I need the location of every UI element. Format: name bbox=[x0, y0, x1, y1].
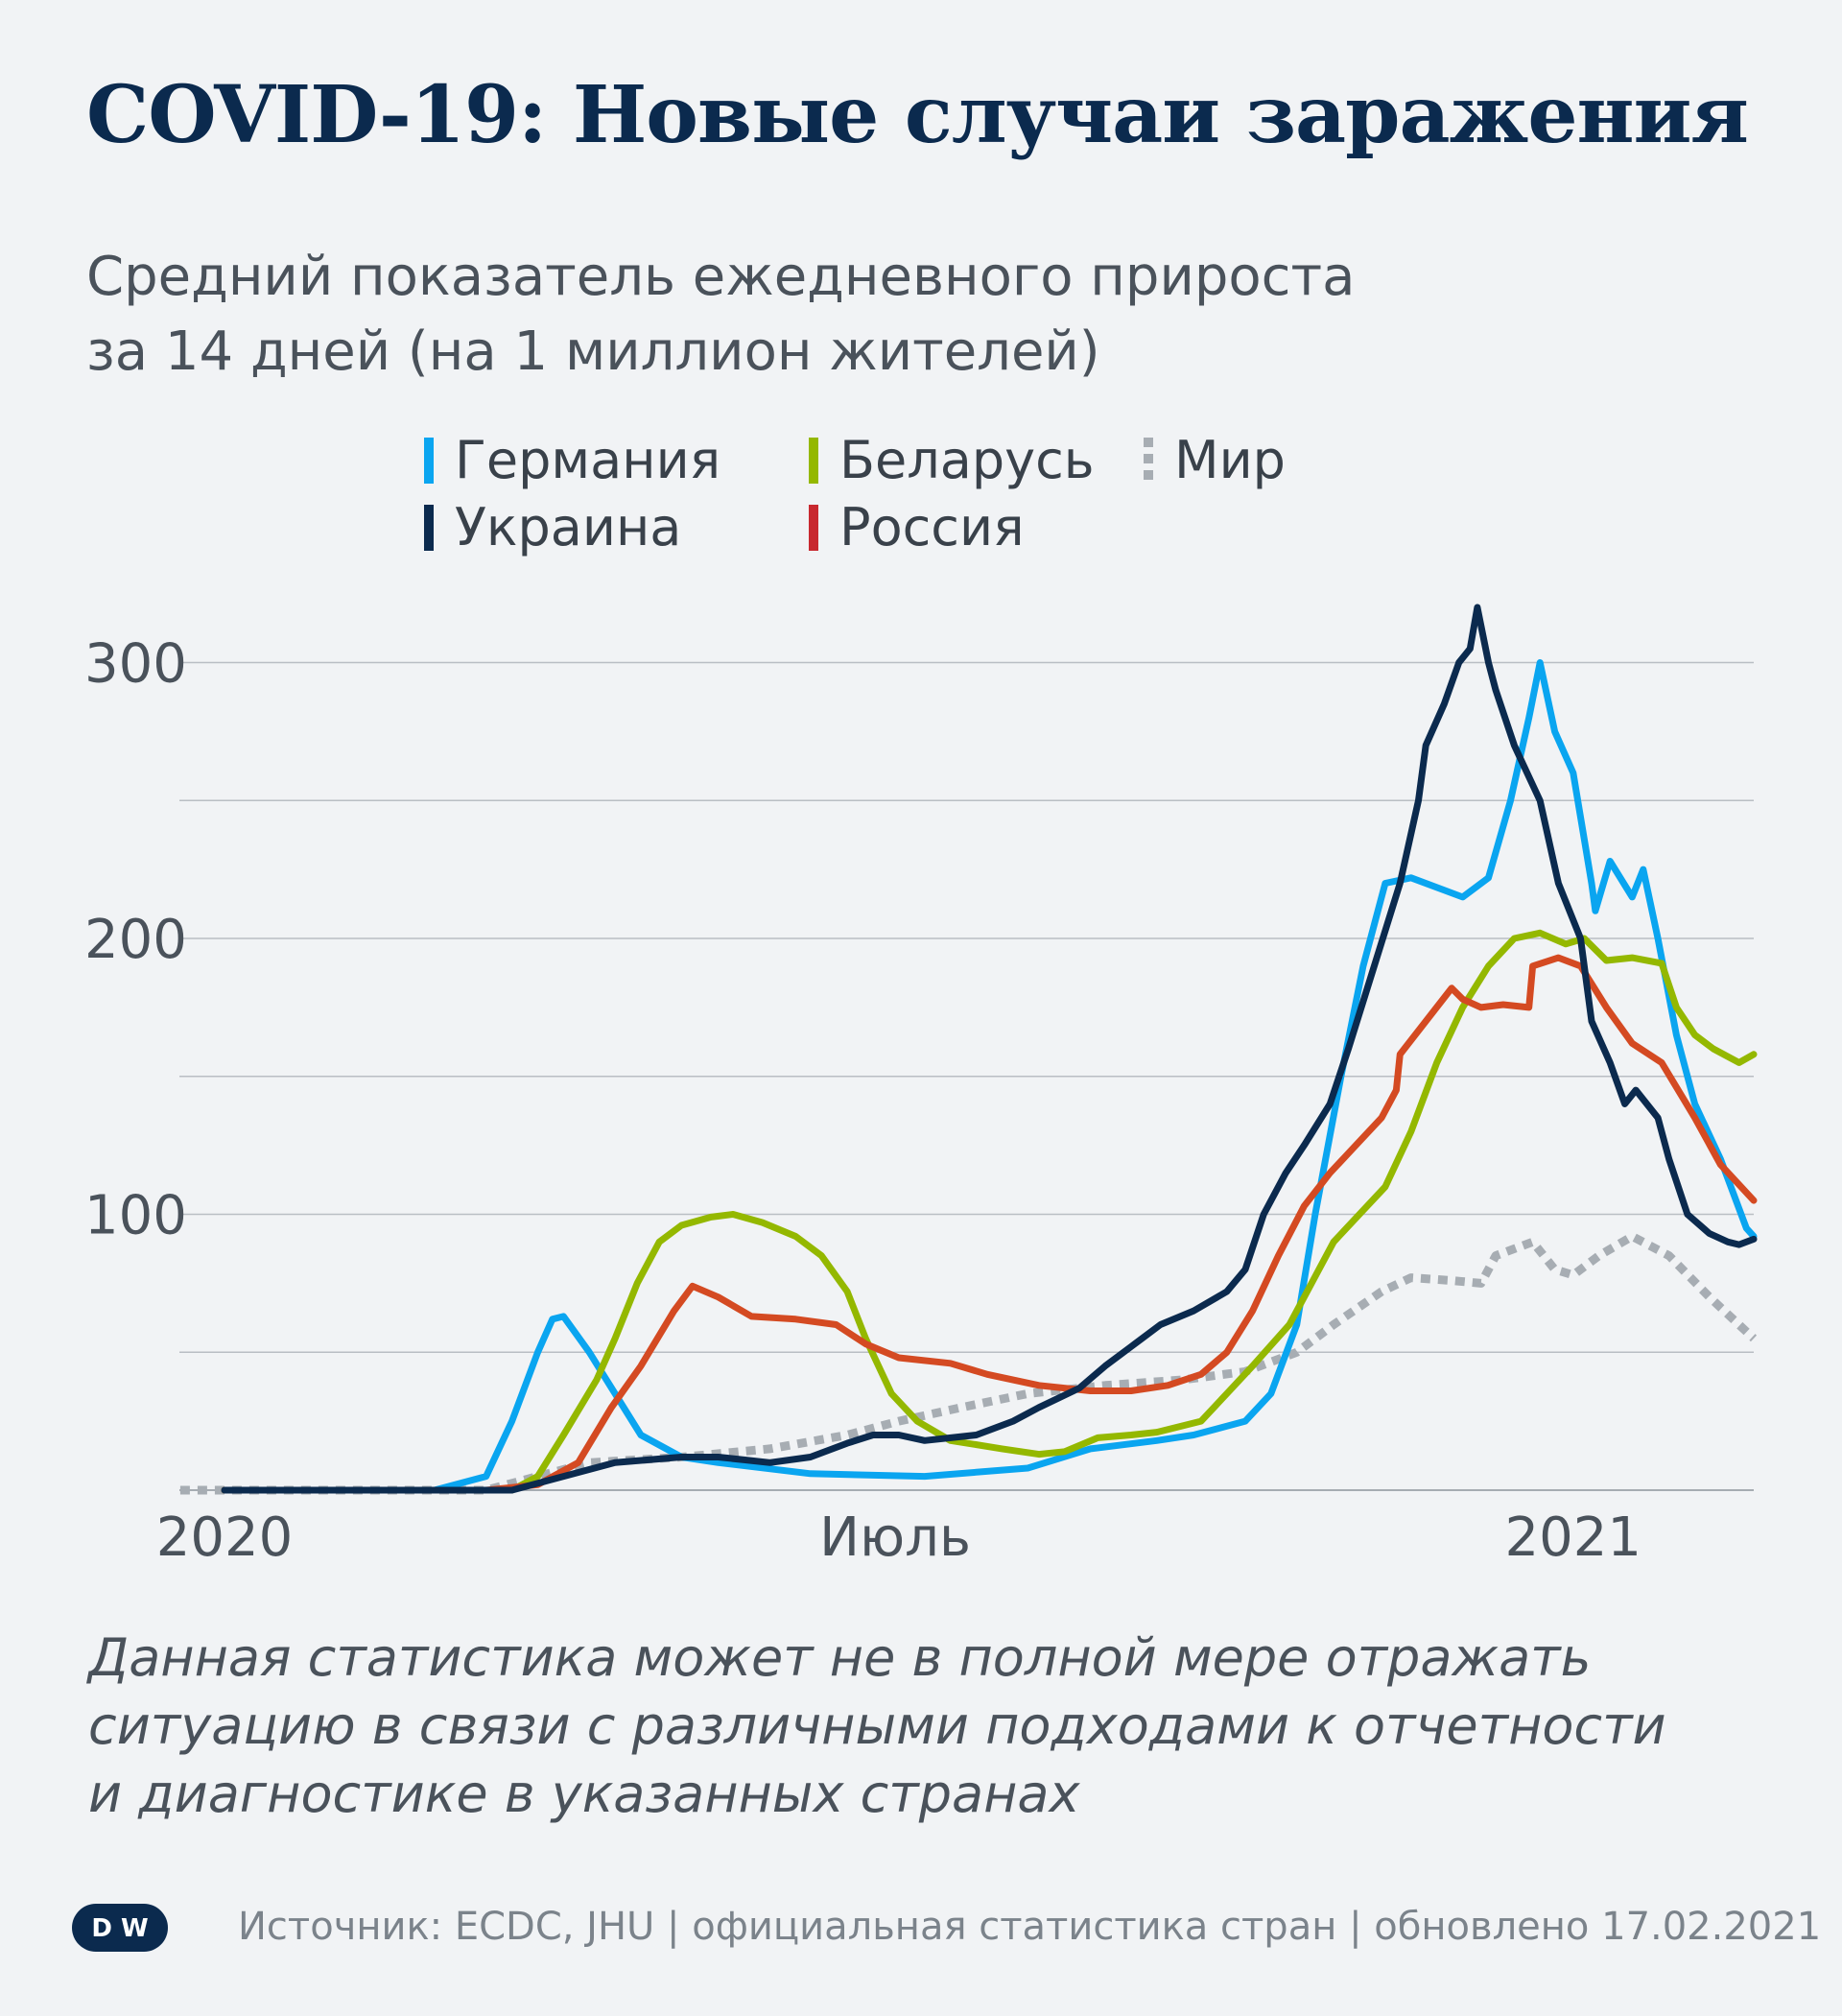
legend-item-belarus: Беларусь bbox=[809, 430, 1095, 490]
legend-item-germany: Германия bbox=[424, 430, 720, 490]
legend-item-world: Мир bbox=[1144, 430, 1286, 490]
footnote-line: и диагностике в указанных странах bbox=[88, 1764, 1080, 1824]
legend-swatch bbox=[424, 437, 434, 484]
legend-label: Германия bbox=[455, 430, 721, 490]
source-note: Источник: ECDC, JHU | официальная статис… bbox=[238, 1905, 1822, 1949]
legend-swatch bbox=[809, 437, 818, 484]
y-tick-label: 200 bbox=[84, 909, 187, 971]
legend: Германия Беларусь Мир Украина Россия bbox=[0, 430, 1842, 574]
y-tick-label: 300 bbox=[84, 633, 187, 696]
x-tick-label: Июль bbox=[819, 1506, 971, 1569]
footnote-line: ситуацию в связи с различными подходами … bbox=[88, 1696, 1666, 1756]
y-tick-label: 100 bbox=[84, 1185, 187, 1247]
chart-subtitle: Средний показатель ежедневного прироста … bbox=[86, 240, 1355, 390]
line-chart: 100 200 300 2020 Июль 2021 bbox=[84, 604, 1758, 1569]
legend-item-russia: Россия bbox=[809, 497, 1025, 557]
subtitle-line: за 14 дней (на 1 миллион жителей) bbox=[86, 320, 1100, 383]
legend-label: Россия bbox=[839, 497, 1025, 557]
subtitle-line: Средний показатель ежедневного прироста bbox=[86, 246, 1356, 308]
x-tick-label: 2021 bbox=[1505, 1506, 1642, 1569]
legend-label: Украина bbox=[455, 497, 682, 557]
legend-swatch bbox=[1144, 437, 1153, 484]
legend-swatch bbox=[424, 504, 434, 551]
series-line-Германия bbox=[221, 659, 1758, 1494]
footnote-line: Данная статистика может не в полной мере… bbox=[88, 1627, 1592, 1688]
legend-swatch bbox=[809, 504, 818, 551]
legend-item-ukraine: Украина bbox=[424, 497, 681, 557]
x-tick-label: 2020 bbox=[156, 1506, 294, 1569]
svg-text:D W: D W bbox=[91, 1914, 148, 1943]
series-line-Беларусь bbox=[221, 929, 1758, 1494]
series-line-Россия bbox=[221, 954, 1758, 1494]
dw-logo: D W bbox=[72, 1904, 168, 1952]
legend-label: Мир bbox=[1174, 430, 1286, 490]
series-line-Украина bbox=[221, 604, 1758, 1494]
footnote: Данная статистика может не в полной мере… bbox=[88, 1624, 1666, 1828]
series-line-Мир bbox=[179, 1232, 1758, 1495]
chart-title: COVID-19: Новые случаи заражения bbox=[86, 69, 1749, 161]
legend-label: Беларусь bbox=[839, 430, 1095, 490]
